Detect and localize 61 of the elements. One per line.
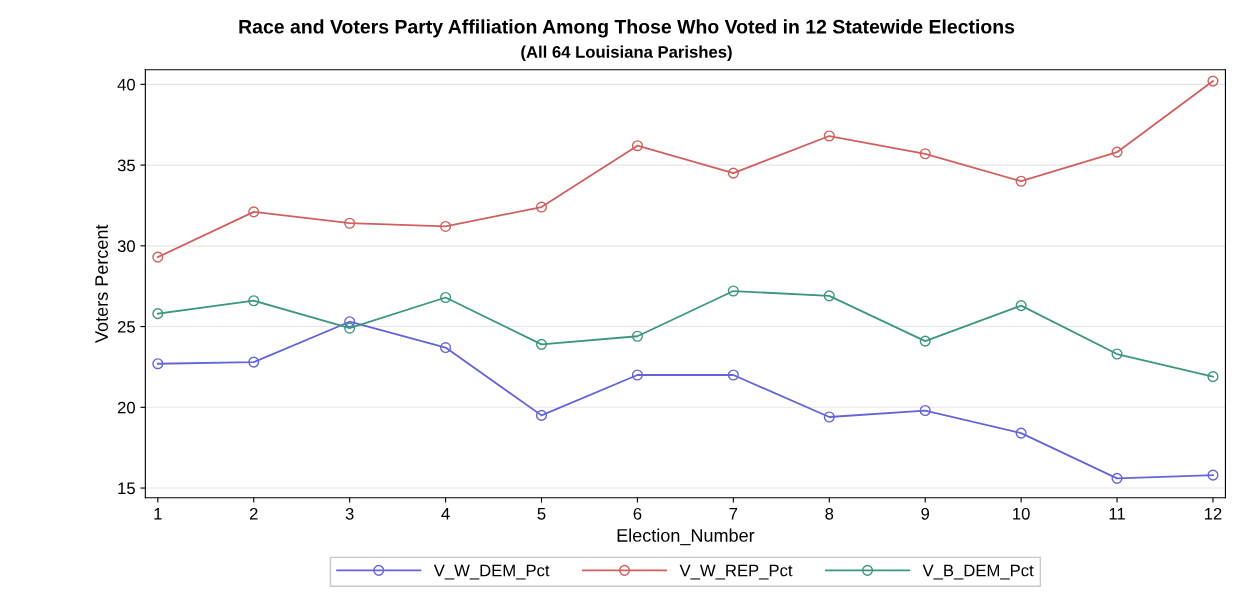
- x-tick-label: 3: [345, 507, 354, 520]
- point: [535, 338, 548, 350]
- point: [1015, 300, 1027, 312]
- point: [344, 316, 356, 328]
- y-tick-label: 20: [117, 401, 135, 414]
- x-tick-label: 1: [154, 508, 162, 520]
- x-tick-label: 11: [1109, 508, 1125, 520]
- point: [823, 411, 835, 423]
- point: [727, 369, 739, 381]
- point: [919, 148, 931, 160]
- point: [1207, 469, 1219, 481]
- chart-title: Race and Voters Party Affiliation Among Those Who Voted in 12 Statewide Elections: [239, 19, 1015, 38]
- point: [535, 409, 548, 421]
- y-tick-label: 25: [117, 320, 135, 333]
- point: [631, 369, 643, 381]
- point: [823, 290, 835, 302]
- point: [248, 206, 260, 218]
- x-tick-label: 10: [1013, 507, 1030, 520]
- point: [344, 217, 356, 229]
- x-tick-label: 5: [537, 508, 546, 520]
- point: [152, 251, 164, 263]
- y-tick-label: 40: [117, 78, 135, 91]
- point: [727, 285, 739, 297]
- point: [919, 404, 931, 417]
- x-tick-label: 4: [441, 508, 450, 520]
- x-tick-label: 2: [249, 507, 258, 520]
- point: [1111, 348, 1123, 360]
- point: [1111, 472, 1123, 484]
- point: [823, 130, 835, 142]
- y-tick-label: 35: [117, 159, 135, 172]
- point: [440, 291, 452, 304]
- point: [1207, 371, 1219, 383]
- point: [631, 140, 643, 152]
- point: [1207, 75, 1219, 87]
- point: [248, 356, 260, 368]
- x-tick-label: 7: [729, 508, 738, 520]
- y-axis-title: Voters Percent: [95, 224, 108, 343]
- point: [727, 167, 739, 179]
- legend-label: V_W_DEM_Pct: [433, 564, 550, 580]
- point: [248, 295, 260, 307]
- point: [440, 220, 452, 233]
- y-tick-label: 15: [118, 482, 135, 495]
- chart-subtitle: (All 64 Louisiana Parishes): [521, 45, 732, 62]
- x-tick-label: 8: [825, 507, 834, 520]
- legend-label: V_W_REP_Pct: [679, 564, 793, 580]
- point: [535, 201, 548, 213]
- point: [1015, 175, 1027, 187]
- legend-label: V_B_DEM_Pct: [922, 564, 1034, 580]
- x-tick-label: 6: [633, 507, 642, 520]
- x-tick-label: 12: [1204, 507, 1222, 520]
- x-tick-label: 9: [921, 507, 930, 520]
- point: [344, 322, 356, 334]
- point: [1111, 146, 1123, 158]
- point: [631, 330, 643, 342]
- point: [440, 342, 452, 354]
- point: [1015, 427, 1027, 439]
- y-tick-label: 30: [117, 240, 135, 253]
- point: [919, 335, 931, 347]
- point: [152, 308, 164, 320]
- point: [152, 358, 164, 370]
- x-axis-title: Election_Number: [617, 528, 755, 546]
